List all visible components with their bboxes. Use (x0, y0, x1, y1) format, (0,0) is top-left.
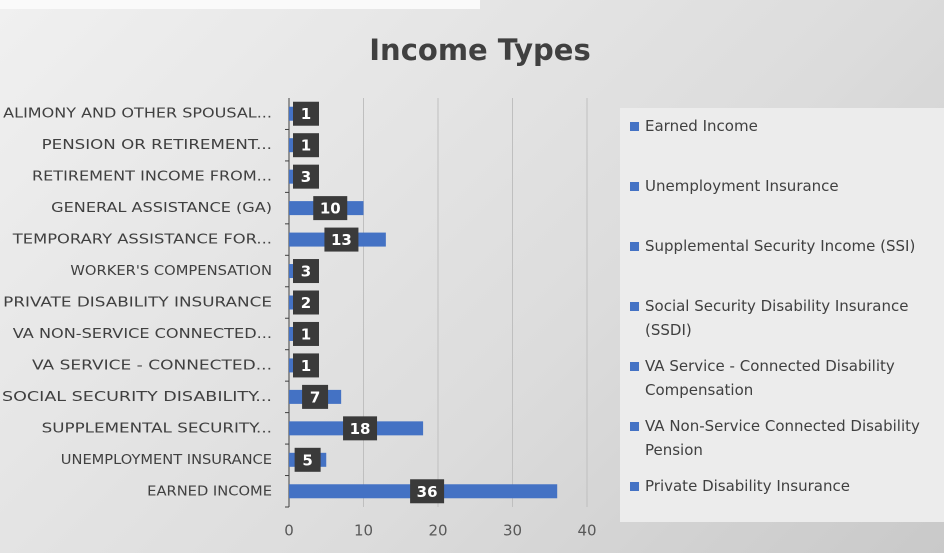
legend-label: Earned Income (645, 117, 758, 135)
y-tick-label: ALIMONY AND OTHER SPOUSAL... (3, 106, 272, 122)
y-tick-label: VA NON-SERVICE CONNECTED... (13, 326, 272, 342)
y-tick-label: PRIVATE DISABILITY INSURANCE (3, 295, 272, 311)
data-label-box (313, 196, 348, 221)
legend-label: Supplemental Security Income (SSI) (645, 237, 916, 255)
data-label: 1 (301, 105, 311, 123)
data-label-box (293, 101, 319, 126)
legend: Earned Income Unemployment Insurance Suppl… (620, 108, 944, 522)
data-label-box (293, 259, 319, 284)
data-label: 2 (301, 294, 311, 312)
legend-entry: Supplemental Security Income (SSI) (630, 234, 944, 258)
x-tick-label: 0 (284, 522, 294, 540)
data-label-box (294, 447, 321, 472)
x-tick-label: 40 (577, 522, 596, 540)
bar (289, 106, 297, 121)
bar (289, 326, 297, 341)
data-label-box (324, 227, 359, 252)
legend-label: Unemployment Insurance (645, 177, 839, 195)
legend-swatch (630, 182, 639, 191)
legend-swatch (630, 302, 639, 311)
data-label: 13 (331, 231, 352, 249)
x-tick-label: 10 (354, 522, 373, 540)
legend-label: Private Disability Insurance (645, 477, 850, 495)
legend-swatch (630, 242, 639, 251)
legend-label: VA Non-Service Connected Disability Pens… (645, 417, 920, 459)
legend-entry: VA Service - Connected Disability Compen… (630, 354, 944, 402)
data-label: 7 (310, 388, 320, 406)
data-label-box (293, 164, 319, 189)
data-label-box (293, 133, 319, 158)
y-tick-label: UNEMPLOYMENT INSURANCE (61, 452, 272, 468)
x-tick-label: 30 (503, 522, 522, 540)
legend-entry: Unemployment Insurance (630, 174, 944, 198)
legend-entry: Earned Income (630, 114, 944, 138)
data-label: 5 (302, 451, 312, 469)
chart-title: Income Types (369, 33, 590, 67)
data-label: 10 (320, 200, 341, 218)
data-label: 36 (417, 483, 438, 501)
y-tick-label: GENERAL ASSISTANCE (GA) (51, 200, 272, 216)
data-label: 1 (301, 325, 311, 343)
data-label-box (410, 479, 445, 504)
legend-swatch (630, 422, 639, 431)
data-label-box (293, 290, 319, 315)
data-label: 1 (301, 357, 311, 375)
y-tick-label: SUPPLEMENTAL SECURITY... (42, 420, 272, 436)
legend-label: VA Service - Connected Disability Compen… (645, 357, 895, 399)
y-tick-label: RETIREMENT INCOME FROM... (32, 169, 272, 185)
data-label: 1 (301, 137, 311, 155)
data-label: 3 (301, 168, 311, 186)
legend-label: Social Security Disability Insurance (SS… (645, 297, 909, 339)
data-label-box (293, 321, 319, 346)
y-tick-label: WORKER'S COMPENSATION (70, 263, 272, 279)
x-tick-label: 20 (428, 522, 447, 540)
y-tick-label: EARNED INCOME (147, 483, 272, 499)
data-label-box (293, 353, 319, 378)
legend-entry: Private Disability Insurance (630, 474, 944, 498)
legend-swatch (630, 482, 639, 491)
y-tick-label: PENSION OR RETIREMENT... (42, 137, 272, 153)
legend-entry: Social Security Disability Insurance (SS… (630, 294, 944, 342)
y-tick-label: SOCIAL SECURITY DISABILITY... (2, 389, 272, 405)
legend-swatch (630, 122, 639, 131)
data-label: 18 (350, 420, 371, 438)
top-strip (0, 0, 480, 9)
bar (289, 138, 297, 153)
data-label-box (302, 384, 329, 409)
legend-swatch (630, 362, 639, 371)
data-label-box (343, 416, 378, 441)
data-label: 3 (301, 263, 311, 281)
legend-entry: VA Non-Service Connected Disability Pens… (630, 414, 944, 462)
y-tick-label: TEMPORARY ASSISTANCE FOR... (12, 232, 272, 248)
y-tick-label: VA SERVICE - CONNECTED... (32, 357, 272, 373)
bar (289, 358, 297, 373)
